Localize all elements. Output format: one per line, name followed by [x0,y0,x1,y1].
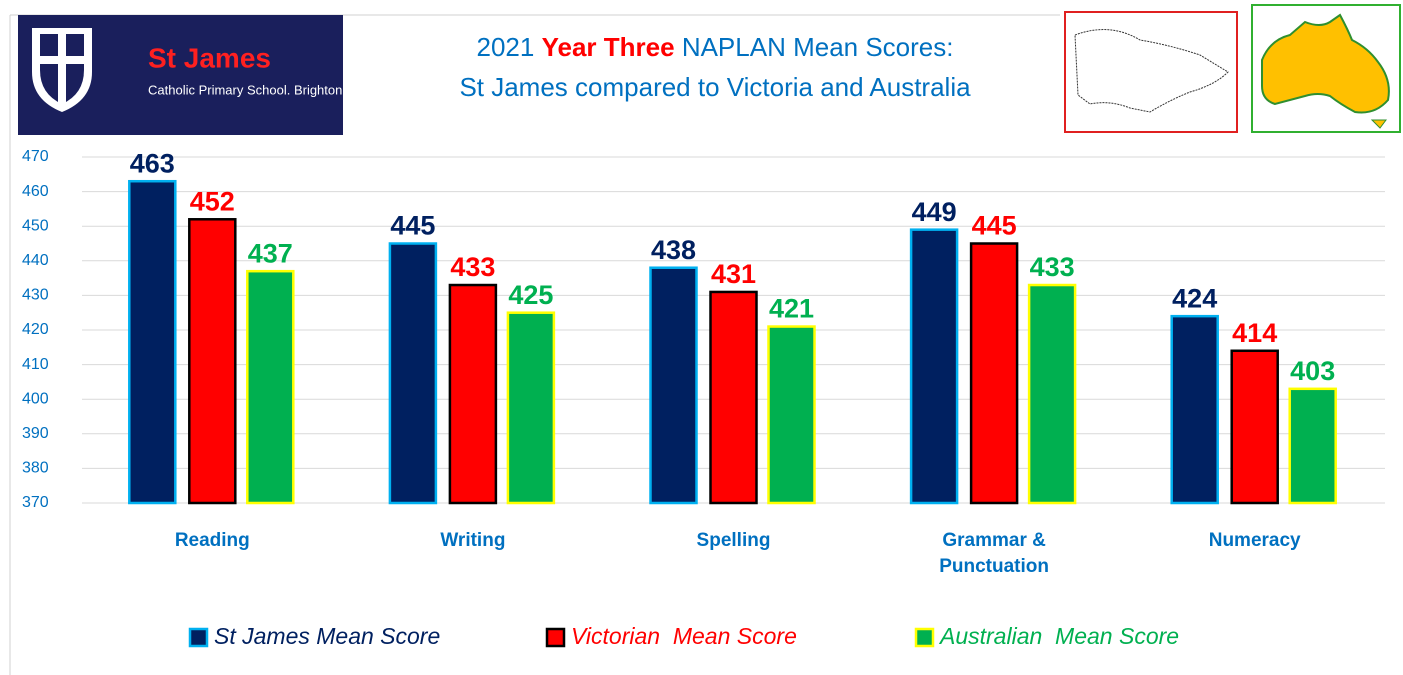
title-part: NAPLAN Mean Scores: [682,32,954,62]
logo-cross [58,34,66,104]
title-part: 2021 [477,32,535,62]
data-label: 438 [651,235,696,265]
y-tick-label: 460 [22,183,49,200]
y-tick-label: 400 [22,390,49,407]
legend-label: Australian Mean Score [938,623,1179,649]
y-tick-label: 430 [22,287,49,304]
legend-swatch [188,627,209,648]
bar [388,242,438,505]
data-label: 437 [248,238,293,268]
bar [448,283,498,505]
bar [1027,283,1077,505]
x-tick-label: Numeracy [1208,530,1301,551]
bar [1288,387,1337,505]
bar [969,242,1019,505]
legend-swatch [914,627,935,648]
data-label: 452 [190,186,235,216]
legend-label: St James Mean Score [214,623,440,649]
legend-label: Victorian Mean Score [571,623,797,649]
data-label: 414 [1232,318,1277,348]
chart-title: 2021 Year Three NAPLAN Mean Scores: [477,32,954,62]
data-label: 463 [130,148,175,178]
y-tick-label: 450 [22,217,49,234]
bar [709,290,758,505]
bar [1170,314,1219,505]
y-tick-label: 380 [22,460,49,477]
x-tick-label: Writing [440,530,506,551]
x-tick-label: Spelling [696,530,771,551]
bar [506,311,556,505]
y-tick-label: 470 [22,148,49,165]
data-label: 425 [508,280,553,310]
legend-swatch [545,627,566,648]
logo-name: St James [148,42,271,73]
tasmania-map [1370,119,1387,129]
y-tick-label: 370 [22,494,49,511]
bar [188,218,237,505]
data-label: 424 [1172,283,1217,313]
y-tick-label: 420 [22,321,49,338]
y-tick-label: 390 [22,425,49,442]
bar [246,269,295,505]
logo-school: Catholic Primary School. Brighton [148,82,342,97]
x-tick-label: Reading [174,530,250,551]
chart-subtitle: St James compared to Victoria and Austra… [459,72,971,102]
data-label: 449 [912,197,957,227]
x-tick-label: Grammar & Punctuation [939,530,1049,577]
data-label: 445 [972,211,1017,241]
bar [767,325,816,505]
y-tick-label: 410 [22,356,49,373]
data-label: 445 [390,211,435,241]
data-label: 403 [1290,356,1335,386]
data-label: 433 [450,252,495,282]
data-label: 431 [711,259,756,289]
bar [128,179,177,505]
y-tick-label: 440 [22,252,49,269]
bar [649,266,698,505]
australia-map [1261,13,1390,114]
title-highlight: Year Three [542,32,675,62]
bar [1230,349,1279,505]
logo-cross [40,56,84,64]
data-label: 433 [1030,252,1075,282]
data-label: 421 [769,294,814,324]
victoria-map [1074,29,1229,113]
bar [909,228,959,505]
